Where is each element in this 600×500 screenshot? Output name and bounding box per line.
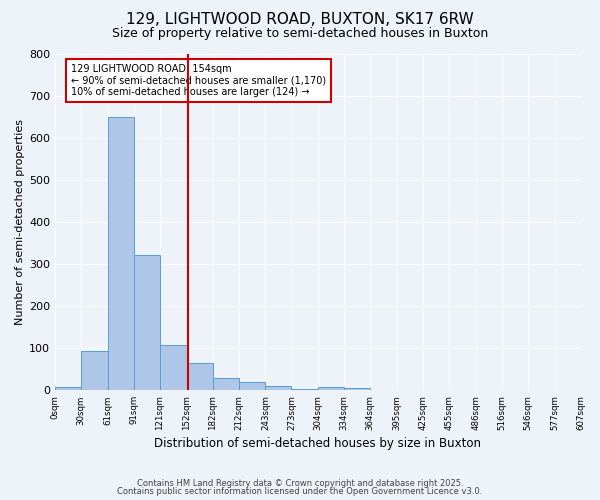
Bar xyxy=(292,388,318,390)
Text: 129, LIGHTWOOD ROAD, BUXTON, SK17 6RW: 129, LIGHTWOOD ROAD, BUXTON, SK17 6RW xyxy=(126,12,474,28)
Text: Size of property relative to semi-detached houses in Buxton: Size of property relative to semi-detach… xyxy=(112,28,488,40)
Text: Contains public sector information licensed under the Open Government Licence v3: Contains public sector information licen… xyxy=(118,487,482,496)
Bar xyxy=(108,117,134,390)
Bar xyxy=(344,388,370,390)
Bar xyxy=(239,382,265,390)
Text: Contains HM Land Registry data © Crown copyright and database right 2025.: Contains HM Land Registry data © Crown c… xyxy=(137,478,463,488)
Bar xyxy=(265,386,292,390)
Bar xyxy=(187,363,212,390)
Bar xyxy=(81,351,108,391)
Y-axis label: Number of semi-detached properties: Number of semi-detached properties xyxy=(15,119,25,325)
Bar xyxy=(134,255,160,390)
X-axis label: Distribution of semi-detached houses by size in Buxton: Distribution of semi-detached houses by … xyxy=(154,437,481,450)
Bar xyxy=(318,387,344,390)
Bar xyxy=(212,378,239,390)
Bar xyxy=(160,345,187,391)
Bar xyxy=(55,388,81,390)
Text: 129 LIGHTWOOD ROAD: 154sqm
← 90% of semi-detached houses are smaller (1,170)
10%: 129 LIGHTWOOD ROAD: 154sqm ← 90% of semi… xyxy=(71,64,326,98)
